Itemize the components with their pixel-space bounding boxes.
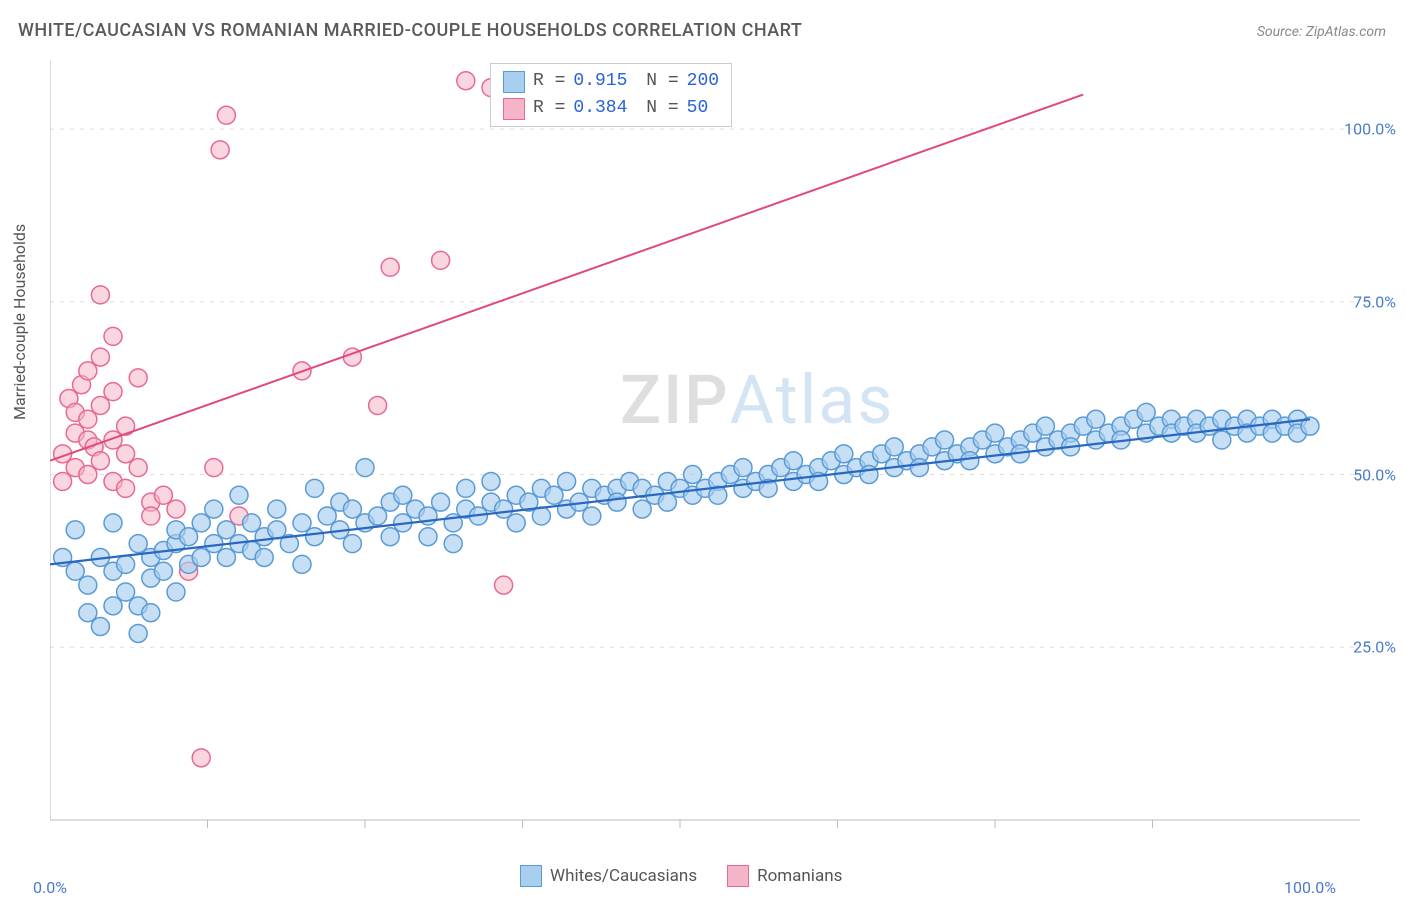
legend-label: Whites/Caucasians bbox=[550, 866, 697, 886]
stats-n-value: 50 bbox=[687, 95, 709, 122]
y-tick-label: 25.0% bbox=[1353, 638, 1396, 657]
stats-box: R = 0.915 N = 200 R = 0.384 N = 50 bbox=[490, 63, 732, 127]
chart-title: WHITE/CAUCASIAN VS ROMANIAN MARRIED-COUP… bbox=[18, 20, 802, 41]
stats-n-label: N = bbox=[635, 95, 678, 122]
x-tick-label: 0.0% bbox=[33, 878, 67, 897]
stats-r-value: 0.384 bbox=[573, 95, 627, 122]
y-tick-label: 50.0% bbox=[1353, 465, 1396, 484]
y-axis-label: Married-couple Households bbox=[10, 224, 29, 420]
stats-swatch bbox=[503, 98, 525, 120]
x-tick-label: 100.0% bbox=[1284, 878, 1336, 897]
legend-swatch bbox=[727, 865, 749, 887]
stats-row: R = 0.915 N = 200 bbox=[503, 68, 719, 95]
legend-label: Romanians bbox=[757, 866, 842, 886]
source-citation: Source: ZipAtlas.com bbox=[1257, 24, 1386, 40]
legend: Whites/Caucasians Romanians bbox=[520, 865, 842, 887]
stats-n-value: 200 bbox=[687, 68, 719, 95]
scatter-plot bbox=[50, 60, 1370, 840]
y-tick-label: 75.0% bbox=[1353, 292, 1396, 311]
stats-r-label: R = bbox=[533, 95, 565, 122]
legend-item: Romanians bbox=[727, 865, 842, 887]
y-tick-label: 100.0% bbox=[1344, 120, 1396, 139]
legend-item: Whites/Caucasians bbox=[520, 865, 697, 887]
stats-swatch bbox=[503, 71, 525, 93]
stats-n-label: N = bbox=[635, 68, 678, 95]
stats-r-value: 0.915 bbox=[573, 68, 627, 95]
stats-r-label: R = bbox=[533, 68, 565, 95]
legend-swatch bbox=[520, 865, 542, 887]
stats-row: R = 0.384 N = 50 bbox=[503, 95, 719, 122]
